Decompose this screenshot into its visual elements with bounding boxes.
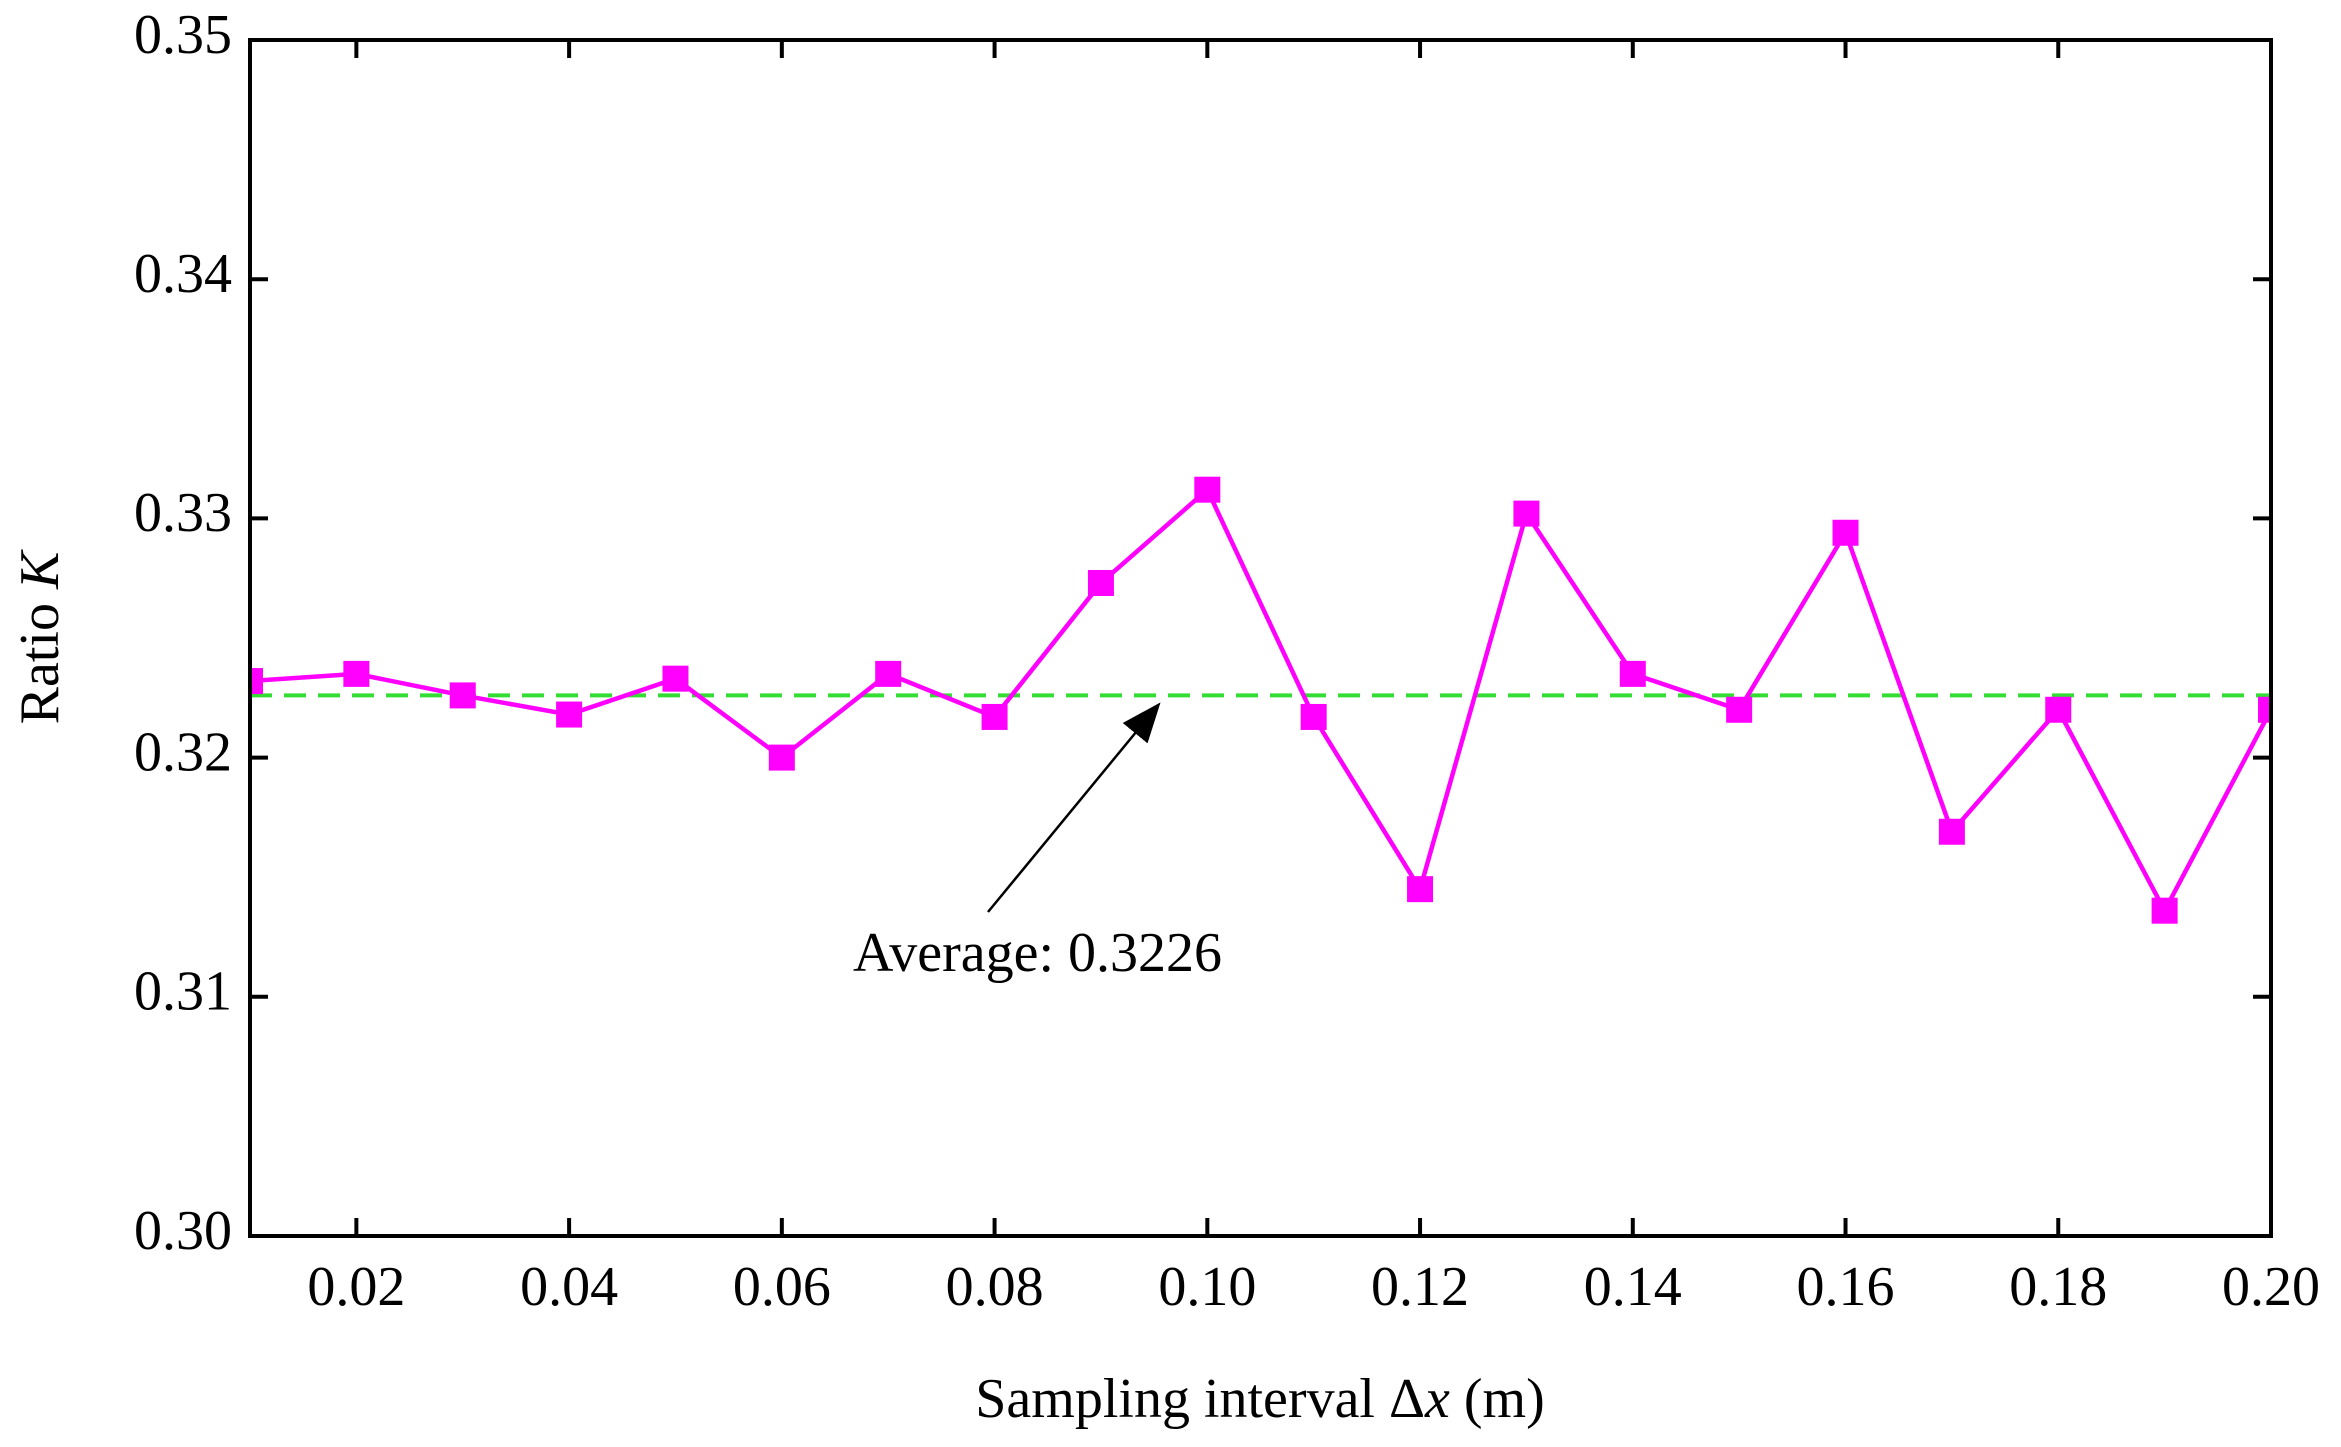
annotation: Average: 0.3226 (853, 922, 1222, 984)
y-tick-label: 0.34 (134, 243, 232, 305)
marker (1300, 703, 1327, 730)
x-tick-label: 0.02 (307, 1256, 405, 1318)
annotation-arrow (987, 702, 1161, 913)
x-tick-label: 0.10 (1158, 1256, 1256, 1318)
x-tick-label: 0.14 (1584, 1256, 1682, 1318)
x-tick-label: 0.06 (733, 1256, 831, 1318)
marker (343, 660, 370, 687)
marker (1832, 519, 1859, 546)
marker (1513, 500, 1540, 527)
x-tick-label: 0.20 (2222, 1256, 2320, 1318)
marker (250, 668, 263, 695)
marker (449, 682, 476, 709)
x-tick-label: 0.04 (520, 1256, 618, 1318)
plot-frame (248, 38, 2273, 1238)
y-axis-label: Ratio K (9, 549, 71, 724)
marker (768, 744, 795, 771)
marker (1407, 876, 1434, 903)
x-tick-label: 0.16 (1797, 1256, 1895, 1318)
marker (875, 660, 902, 687)
series-line (250, 486, 2271, 916)
x-tick-label: 0.18 (2009, 1256, 2107, 1318)
y-tick-label: 0.32 (134, 721, 232, 783)
marker (1087, 569, 1114, 596)
marker (1619, 660, 1646, 687)
marker (662, 665, 689, 692)
marker (556, 701, 583, 728)
x-axis-label: Sampling interval Δx (m) (975, 1368, 1544, 1430)
marker (2045, 696, 2072, 723)
marker (981, 703, 1008, 730)
marker (2151, 897, 2178, 924)
y-tick-label: 0.33 (134, 482, 232, 544)
y-tick-label: 0.31 (134, 961, 232, 1023)
marker (1938, 818, 1965, 845)
x-tick-label: 0.08 (946, 1256, 1044, 1318)
y-tick-label: 0.30 (134, 1200, 232, 1262)
x-tick-label: 0.12 (1371, 1256, 1469, 1318)
marker (1726, 696, 1753, 723)
marker (1194, 476, 1221, 503)
y-tick-label: 0.35 (134, 4, 232, 66)
marker (2258, 696, 2271, 723)
